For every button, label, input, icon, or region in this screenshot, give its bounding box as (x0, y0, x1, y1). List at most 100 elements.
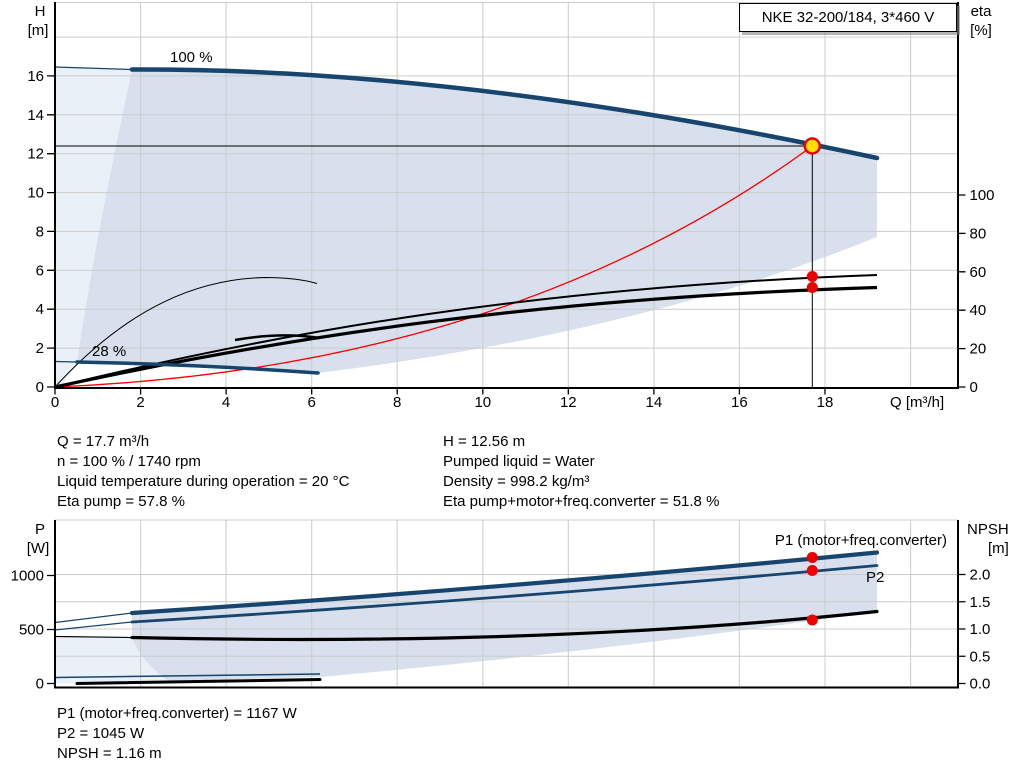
npsh-axis-ticks (958, 573, 966, 685)
npsh-curve-lead (54, 635, 133, 639)
hq-envelope-light-wedge (55, 67, 132, 387)
p1-marker (806, 552, 818, 563)
hq-envelope (77, 69, 877, 374)
svg-text:0: 0 (51, 394, 59, 411)
svg-text:60: 60 (970, 264, 987, 281)
h-q-curve-28 (75, 360, 320, 375)
h-q-curve-100 (129, 67, 880, 161)
svg-text:100: 100 (970, 187, 995, 204)
power-grid-horizontal (55, 519, 958, 657)
info-line-speed: n = 100 % / 1740 rpm (57, 453, 201, 470)
speed-label-28: 28 % (92, 343, 126, 360)
svg-text:12: 12 (27, 146, 44, 163)
svg-text:500: 500 (19, 622, 44, 639)
eta-branch-28 (234, 334, 321, 342)
svg-text:6: 6 (36, 262, 44, 279)
p-axis-label: P (35, 521, 45, 538)
p2-curve-lead (54, 621, 133, 631)
svg-text:1000: 1000 (11, 568, 44, 585)
npsh-axis-label: NPSH (967, 521, 1009, 538)
h-tick-labels: 0 2 4 6 8 10 12 14 16 (27, 68, 44, 396)
h-q-curve-100-lead (54, 66, 133, 71)
power-axes (54, 520, 959, 689)
info-panel-right: H = 12.56 m Pumped liquid = Water Densit… (443, 432, 719, 512)
svg-text:10: 10 (474, 394, 491, 411)
info-line-eta-total: Eta pump+motor+freq.converter = 51.8 % (443, 493, 720, 510)
p-curve-28 (54, 673, 321, 679)
hq-left-ticks (47, 75, 55, 388)
eta-arc-thin (54, 276, 318, 388)
info-line-density: Density = 998.2 kg/m³ (443, 473, 590, 490)
info-line-q: Q = 17.7 m³/h (57, 433, 150, 450)
svg-text:18: 18 (817, 394, 834, 411)
eta-axis-ticks (958, 194, 966, 388)
svg-text:2: 2 (36, 340, 44, 357)
hq-x-ticks (54, 388, 826, 395)
hq-chart: H [m] eta [%] Q [m³/h] 100 % 28 % 0 2 4 … (27, 2, 995, 411)
svg-text:0: 0 (36, 676, 44, 693)
p-axis-ticks (47, 574, 55, 685)
h-axis-unit: [m] (28, 22, 49, 39)
p1-curve-label: P1 (motor+freq.converter) (775, 532, 947, 549)
svg-text:4: 4 (36, 301, 44, 318)
npsh-axis-unit: [m] (988, 540, 1009, 557)
svg-text:80: 80 (970, 225, 987, 242)
svg-text:16: 16 (731, 394, 748, 411)
q-tick-labels: 0 2 4 6 8 10 12 14 16 18 (51, 394, 834, 411)
svg-text:20: 20 (970, 341, 987, 358)
svg-text:16: 16 (27, 68, 44, 85)
p2-curve-label: P2 (866, 569, 884, 586)
svg-text:0: 0 (970, 379, 978, 396)
info-line-h: H = 12.56 m (443, 433, 526, 450)
eta-tick-labels: 0 20 40 60 80 100 (970, 187, 995, 396)
svg-text:1.0: 1.0 (970, 621, 991, 638)
duty-point[interactable] (803, 137, 822, 155)
p-axis-unit: [W] (27, 540, 50, 557)
svg-text:0: 0 (36, 379, 44, 396)
eta-axis-label: eta (971, 3, 993, 20)
result-panel: P1 (motor+freq.converter) = 1167 W P2 = … (57, 704, 297, 764)
svg-text:4: 4 (222, 394, 230, 411)
svg-text:0.5: 0.5 (970, 648, 991, 665)
eta-total-marker (806, 282, 818, 293)
info-panel-left: Q = 17.7 m³/h n = 100 % / 1740 rpm Liqui… (57, 432, 349, 512)
info-line-temperature: Liquid temperature during operation = 20… (57, 473, 350, 490)
info-line-liquid: Pumped liquid = Water (443, 453, 595, 470)
svg-text:1.5: 1.5 (970, 594, 991, 611)
power-envelope-light-wedge (55, 638, 172, 684)
result-line-p2: P2 = 1045 W (57, 725, 145, 742)
speed-label-100: 100 % (170, 49, 213, 66)
svg-text:0.0: 0.0 (970, 676, 991, 693)
pump-designation-box: NKE 32-200/184, 3*460 V (739, 3, 957, 32)
eta-pump-marker (806, 271, 818, 282)
p1-curve (129, 550, 880, 616)
p1-curve-lead (54, 612, 133, 624)
p-tick-labels: 0 500 1000 (11, 568, 44, 693)
npsh-curve-28 (75, 678, 322, 685)
duty-crosshair (55, 145, 813, 388)
svg-text:8: 8 (36, 223, 44, 240)
power-envelope (132, 552, 877, 681)
h-axis-label: H (35, 3, 46, 20)
npsh-marker (806, 614, 818, 626)
hq-grid-horizontal (55, 2, 958, 349)
result-line-npsh: NPSH = 1.16 m (57, 745, 162, 762)
svg-text:14: 14 (27, 107, 44, 124)
svg-text:12: 12 (560, 394, 577, 411)
npsh-tick-labels: 0.0 0.5 1.0 1.5 2.0 (970, 567, 991, 693)
svg-text:2.0: 2.0 (970, 567, 991, 584)
pump-designation: NKE 32-200/184, 3*460 V (761, 9, 935, 26)
h-q-curve-28-lead (54, 360, 78, 363)
svg-text:40: 40 (970, 302, 987, 319)
svg-text:2: 2 (136, 394, 144, 411)
eta-axis-unit: [%] (970, 22, 992, 39)
svg-text:8: 8 (393, 394, 401, 411)
p2-curve (130, 564, 879, 624)
power-npsh-chart: P [W] NPSH [m] P1 (motor+freq.converter)… (11, 519, 1009, 693)
npsh-curve (130, 609, 879, 642)
q-axis-unit: Q [m³/h] (890, 394, 944, 411)
result-line-p1: P1 (motor+freq.converter) = 1167 W (57, 705, 297, 722)
svg-text:6: 6 (308, 394, 316, 411)
